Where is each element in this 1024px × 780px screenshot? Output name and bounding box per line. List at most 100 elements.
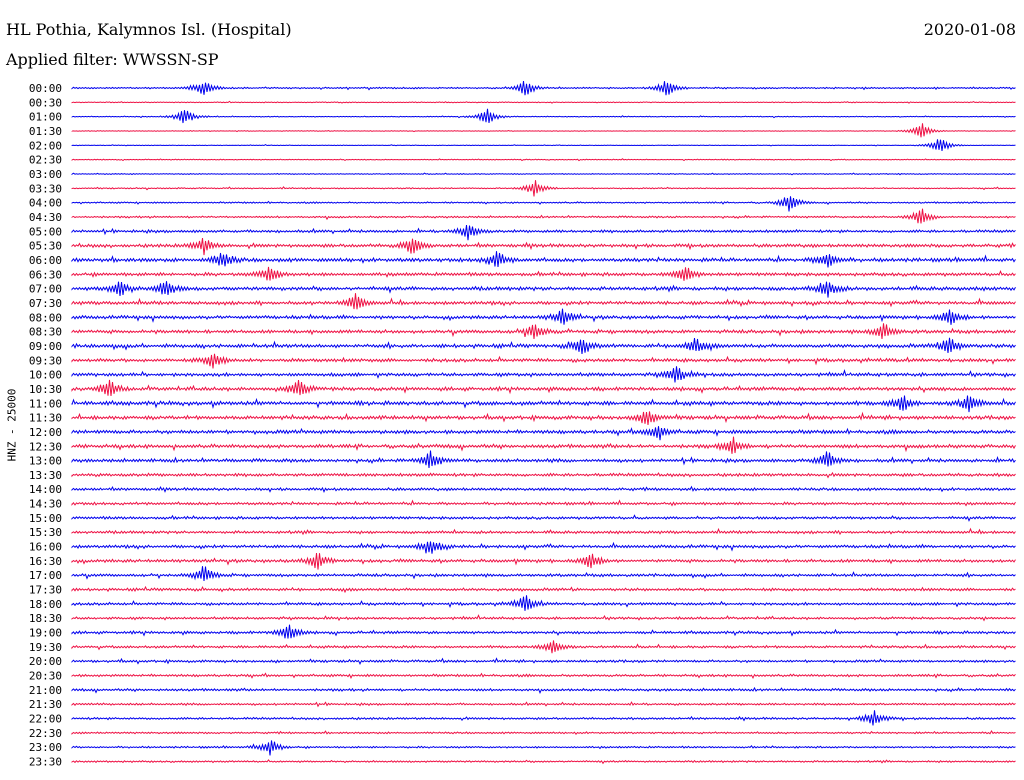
time-label: 00:30 [29,96,62,109]
time-label: 20:30 [29,670,62,683]
trace-line [71,471,1016,479]
time-label: 13:30 [29,469,62,482]
trace-line [71,308,1016,325]
trace-line [71,196,1016,212]
trace-line [71,710,1016,726]
trace-line [71,614,1016,622]
time-label: 19:30 [29,641,62,654]
time-label: 07:30 [29,297,62,310]
trace-line [71,225,1016,241]
time-label: 01:00 [29,111,62,124]
time-label: 09:30 [29,354,62,367]
trace-line [71,701,1016,708]
time-label: 11:00 [29,397,62,410]
trace-line [71,566,1016,581]
trace-line [71,100,1016,104]
time-label: 17:30 [29,584,62,597]
time-label: 00:00 [29,82,62,95]
time-label: 18:00 [29,598,62,611]
time-label: 22:30 [29,727,62,740]
time-label: 08:30 [29,326,62,339]
trace-line [71,585,1016,594]
time-label: 08:00 [29,311,62,324]
time-label: 15:00 [29,512,62,525]
trace-line [71,123,1016,138]
time-label: 16:00 [29,541,62,554]
time-label: 06:00 [29,254,62,267]
time-label: 14:00 [29,483,62,496]
trace-line [71,595,1016,611]
trace-line [71,552,1016,570]
trace-line [71,485,1016,493]
time-label: 15:30 [29,526,62,539]
time-label: 09:00 [29,340,62,353]
trace-line [71,730,1016,735]
time-label: 23:00 [29,741,62,754]
time-label: 12:30 [29,440,62,453]
time-label: 03:00 [29,168,62,181]
station-title: HL Pothia, Kalymnos Isl. (Hospital) [6,20,292,39]
time-label: 07:00 [29,283,62,296]
trace-line [71,379,1016,396]
time-label: 16:30 [29,555,62,568]
trace-line [71,323,1016,340]
trace-line [71,238,1016,256]
time-label: 14:30 [29,498,62,511]
time-label: 02:00 [29,139,62,152]
time-label: 11:30 [29,412,62,425]
trace-line [71,436,1016,454]
time-label: 04:30 [29,211,62,224]
trace-line [71,450,1016,468]
trace-line [71,740,1016,756]
trace-line [71,281,1016,298]
trace-line [71,353,1016,369]
trace-line [71,108,1016,124]
trace-line [71,499,1016,507]
trace-line [71,686,1016,694]
trace-line [71,426,1016,441]
trace-line [71,180,1016,197]
trace-line [71,293,1016,310]
time-label: 03:30 [29,182,62,195]
filter-label: Applied filter: WWSSN-SP [6,50,219,69]
trace-line [71,759,1016,765]
time-label: 10:00 [29,369,62,382]
record-date: 2020-01-08 [923,20,1016,39]
time-label: 19:00 [29,627,62,640]
time-label: 05:00 [29,225,62,238]
time-label: 01:30 [29,125,62,138]
trace-line [71,395,1016,413]
time-label: 18:30 [29,612,62,625]
trace-line [71,657,1016,665]
trace-line [71,172,1016,176]
time-label: 05:30 [29,240,62,253]
trace-line [71,337,1016,354]
time-label: 20:00 [29,655,62,668]
trace-line [71,208,1016,224]
time-label: 10:30 [29,383,62,396]
trace-line [71,158,1016,162]
trace-line [71,411,1016,425]
trace-line [71,139,1016,151]
trace-line [71,80,1016,96]
time-label: 17:00 [29,569,62,582]
trace-line [71,624,1016,639]
trace-line [71,541,1016,554]
time-label: 04:00 [29,197,62,210]
time-label: 12:00 [29,426,62,439]
trace-line [71,266,1016,281]
trace-line [71,640,1016,654]
time-label: 13:00 [29,455,62,468]
time-label: 21:00 [29,684,62,697]
time-label: 21:30 [29,698,62,711]
trace-line [71,366,1016,383]
time-label: 23:30 [29,756,62,769]
time-label: 06:30 [29,268,62,281]
trace-line [71,672,1016,680]
time-label: 02:30 [29,154,62,167]
trace-line [71,527,1016,536]
trace-line [71,251,1016,268]
trace-line [71,514,1016,522]
